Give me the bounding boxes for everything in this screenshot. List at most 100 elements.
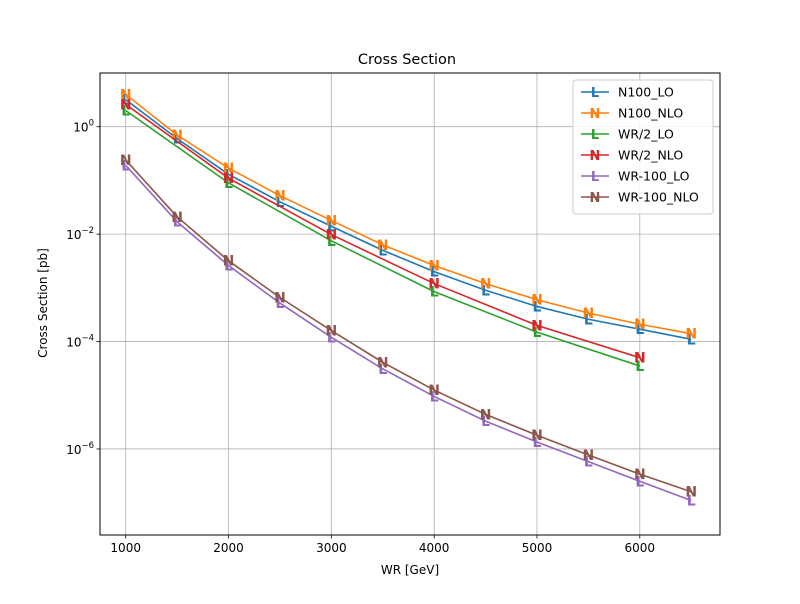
data-point: N [583, 306, 595, 322]
data-point: N [685, 327, 697, 343]
data-point: L [173, 215, 182, 231]
data-point: L [121, 104, 130, 120]
data-point: L [275, 296, 284, 312]
data-point: N [171, 128, 183, 144]
data-point: L [481, 283, 490, 299]
legend-label: WR-100_NLO [618, 190, 699, 205]
data-point: L [430, 265, 439, 281]
data-point: L [121, 158, 130, 174]
data-point: L [173, 132, 182, 148]
data-point: N [634, 317, 646, 333]
data-point: L [481, 414, 490, 430]
data-point: L [533, 299, 542, 315]
data-point: N [223, 161, 235, 177]
legend-marker: N [590, 191, 601, 206]
legend-label: N100_LO [618, 85, 674, 100]
data-point: L [635, 359, 644, 375]
y-tick-label: 10−4 [66, 334, 94, 350]
data-point: L [327, 234, 336, 250]
data-point: L [121, 93, 130, 109]
data-point: N [428, 259, 440, 275]
data-point: N [531, 318, 543, 334]
series-line [125, 103, 641, 359]
plot-frame [99, 72, 721, 536]
data-point: N [377, 355, 389, 371]
data-point: N [583, 448, 595, 464]
data-point: N [428, 277, 440, 293]
x-tick-label: 2000 [213, 541, 244, 555]
data-point: N [634, 351, 646, 367]
x-tick-label: 6000 [625, 541, 656, 555]
data-point: L [584, 455, 593, 471]
data-point: N [325, 213, 337, 229]
data-point: N [120, 153, 132, 169]
data-point: L [533, 325, 542, 341]
data-point: N [274, 291, 286, 307]
x-tick-label: 4000 [419, 541, 450, 555]
data-point: N [634, 467, 646, 483]
data-point: L [635, 322, 644, 338]
x-tick-label: 1000 [110, 541, 141, 555]
data-point: L [635, 474, 644, 490]
data-point: L [584, 312, 593, 328]
data-point: L [430, 389, 439, 405]
series-line [125, 159, 692, 493]
legend-label: WR/2_NLO [618, 148, 683, 163]
data-point: L [378, 243, 387, 259]
legend-label: WR/2_LO [618, 127, 674, 142]
series-line [125, 164, 692, 502]
y-axis-label: Cross Section [pb] [36, 248, 50, 358]
data-point: L [378, 362, 387, 378]
data-point: L [327, 330, 336, 346]
x-tick-label: 3000 [316, 541, 347, 555]
data-point: N [223, 254, 235, 270]
data-point: L [224, 176, 233, 192]
x-tick-label: 5000 [522, 541, 553, 555]
data-point: L [224, 167, 233, 183]
x-axis: 1000 2000 3000 4000 5000 6000 [110, 535, 655, 555]
legend-marker: L [591, 170, 599, 185]
data-point: N [428, 383, 440, 399]
data-point: N [480, 407, 492, 423]
data-point: N [120, 97, 132, 113]
data-point: N [325, 324, 337, 340]
series-line [125, 109, 641, 367]
series-layer: LLLLLLLLLLLLNNNNNNNNNNNNLLLLLLNNNNNNLLLL… [120, 87, 697, 509]
data-point: N [223, 171, 235, 187]
y-axis: 10−6 10−4 10−2 100 [66, 119, 100, 457]
data-point: N [480, 277, 492, 293]
data-point: N [531, 293, 543, 309]
data-point: L [224, 259, 233, 275]
series-line [125, 93, 692, 335]
legend-marker: N [590, 149, 601, 164]
y-tick-label: 10−2 [66, 226, 94, 242]
series-line [125, 98, 692, 341]
legend: L N100_LO N N100_NLO L WR/2_LO N WR/2_NLO L WR-10… [572, 79, 714, 215]
data-point: L [687, 332, 696, 348]
data-point: N [120, 87, 132, 103]
data-point: N [685, 485, 697, 501]
legend-marker: N [590, 107, 601, 122]
data-point: N [377, 238, 389, 254]
data-point: L [533, 435, 542, 451]
data-point: L [327, 219, 336, 235]
legend-marker: L [591, 86, 599, 101]
data-point: L [430, 285, 439, 301]
x-axis-label: WR [GeV] [381, 563, 439, 577]
y-tick-label: 10−6 [66, 441, 94, 457]
data-point: L [687, 493, 696, 509]
chart-title: Cross Section [358, 52, 456, 68]
legend-label: WR-100_LO [618, 169, 690, 184]
legend-marker: L [591, 128, 599, 143]
legend-label: N100_NLO [618, 106, 683, 121]
data-point: N [325, 228, 337, 244]
data-point: L [275, 195, 284, 211]
data-point: N [531, 428, 543, 444]
